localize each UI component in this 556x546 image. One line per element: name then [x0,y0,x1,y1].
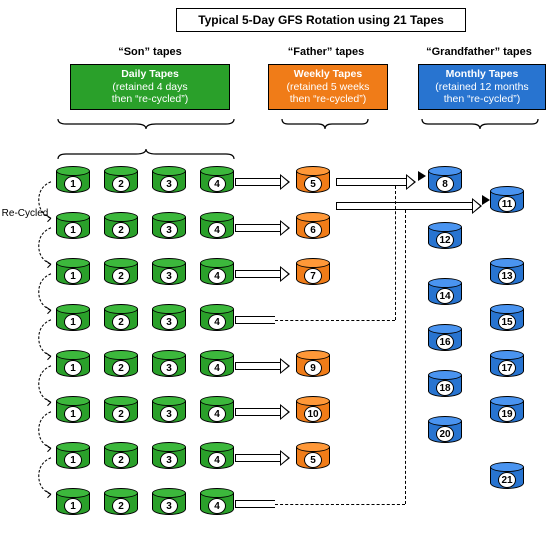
father-header-sub: (retained 5 weeks then “re-cycled”) [273,81,383,106]
grandfather-tape: 20 [428,416,462,446]
son-tape: 2 [104,304,138,334]
grandfather-tape: 19 [490,396,524,426]
son-tape: 2 [104,258,138,288]
son-tape: 4 [200,350,234,380]
diagram-title: Typical 5-Day GFS Rotation using 21 Tape… [176,8,466,32]
son-tape: 1 [56,212,90,242]
son-tape: 1 [56,258,90,288]
father-tape: 9 [296,350,330,380]
son-tape: 3 [152,396,186,426]
grandfather-tape: 8 [428,166,462,196]
son-header-sub: (retained 4 days then “re-cycled”) [75,81,225,106]
son-tape: 4 [200,212,234,242]
father-header-title: Weekly Tapes [273,68,383,81]
son-tape: 1 [56,442,90,472]
flow-arrow [235,452,290,464]
son-tape: 4 [200,442,234,472]
flow-arrow [336,176,416,188]
flow-arrow [235,498,275,510]
dashed-connector [405,210,406,504]
son-tape: 4 [200,396,234,426]
son-brace [56,116,236,128]
son-tape: 4 [200,166,234,196]
son-tape: 2 [104,442,138,472]
son-tape: 2 [104,350,138,380]
recycle-arrow [34,456,54,496]
grandfather-tape: 11 [490,186,524,216]
son-tape: 2 [104,166,138,196]
son-tape: 3 [152,488,186,518]
father-tape: 7 [296,258,330,288]
son-top-brace [56,148,236,160]
son-tape: 2 [104,488,138,518]
flow-arrow [235,268,290,280]
dashed-arrowhead [482,195,490,205]
flow-arrow [235,222,290,234]
son-tape: 1 [56,166,90,196]
grandfather-header: Monthly Tapes (retained 12 months then “… [418,64,546,110]
son-tape: 1 [56,396,90,426]
grandfather-tape: 21 [490,462,524,492]
son-tape: 3 [152,166,186,196]
dashed-connector [275,320,395,321]
grandfather-tape: 12 [428,222,462,252]
son-tape: 1 [56,304,90,334]
son-tape: 1 [56,488,90,518]
son-tape: 4 [200,258,234,288]
dashed-connector [395,186,396,320]
father-header: Weekly Tapes (retained 5 weeks then “re-… [268,64,388,110]
flow-arrow [235,406,290,418]
son-tape: 4 [200,304,234,334]
gf-header-sub: (retained 12 months then “re-cycled”) [423,81,541,106]
son-tape: 3 [152,350,186,380]
grandfather-tape: 14 [428,278,462,308]
dashed-arrowhead [418,171,426,181]
title-text: Typical 5-Day GFS Rotation using 21 Tape… [198,13,444,27]
grandfather-tape: 17 [490,350,524,380]
son-tape: 3 [152,212,186,242]
father-brace [280,116,370,128]
flow-arrow [235,360,290,372]
father-tape: 6 [296,212,330,242]
recycle-arrow [34,180,54,220]
son-tape: 4 [200,488,234,518]
son-tape: 3 [152,304,186,334]
recycle-arrow [34,272,54,312]
flow-arrow [235,314,275,326]
grandfather-tape: 16 [428,324,462,354]
grandfather-tape: 18 [428,370,462,400]
son-label: “Son” tapes [90,46,210,58]
grandfather-label: “Grandfather” tapes [414,46,544,58]
father-tape: 5 [296,166,330,196]
dashed-connector [275,504,405,505]
father-tape: 10 [296,396,330,426]
son-tape: 1 [56,350,90,380]
father-tape: 5 [296,442,330,472]
son-tape: 3 [152,258,186,288]
flow-arrow [235,176,290,188]
son-tape: 2 [104,396,138,426]
recycle-arrow [34,410,54,450]
gf-header-title: Monthly Tapes [423,68,541,81]
son-tape: 2 [104,212,138,242]
son-header: Daily Tapes (retained 4 days then “re-cy… [70,64,230,110]
recycle-arrow [34,364,54,404]
recycle-arrow [34,226,54,266]
son-tape: 3 [152,442,186,472]
flow-arrow [336,200,482,212]
gf-brace [420,116,540,128]
grandfather-tape: 13 [490,258,524,288]
father-label: “Father” tapes [276,46,376,58]
recycle-arrow [34,318,54,358]
son-header-title: Daily Tapes [75,68,225,81]
grandfather-tape: 15 [490,304,524,334]
